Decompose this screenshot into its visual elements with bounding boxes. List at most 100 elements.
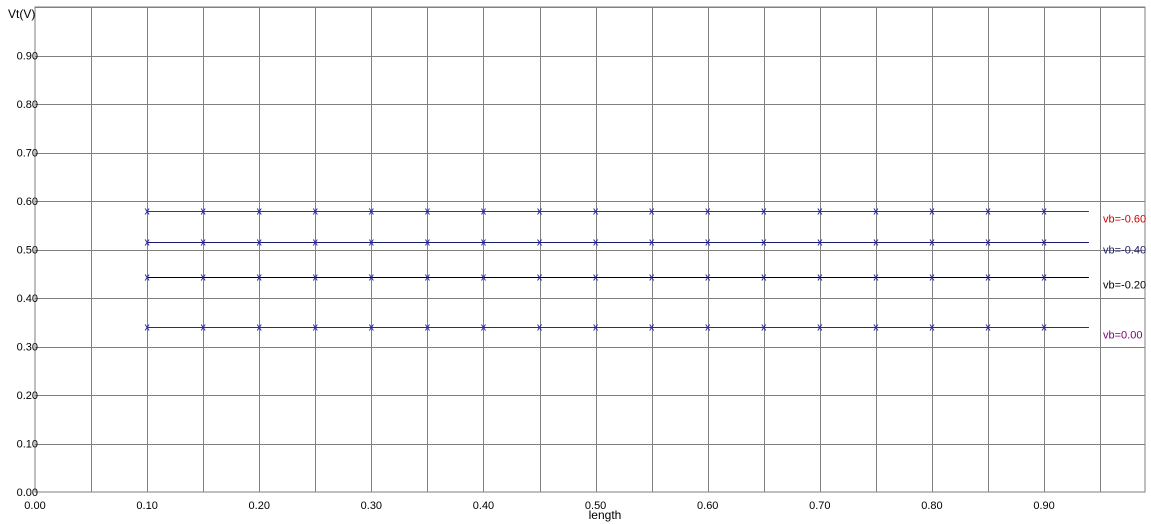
data-point-marker (537, 239, 542, 246)
data-point-marker (1041, 274, 1047, 281)
data-point-marker (200, 208, 206, 215)
data-point-marker (481, 324, 486, 331)
data-point-marker (873, 239, 879, 246)
y-tick-label: 0.60 (17, 196, 38, 208)
y-tick-label: 0.80 (17, 99, 38, 111)
data-point-marker (256, 208, 262, 215)
series-label: vb=-0.60 (1103, 214, 1146, 226)
x-axis-label: length (589, 508, 622, 522)
data-point-marker (481, 239, 486, 246)
data-point-marker (368, 274, 374, 281)
x-tick-label: 0.30 (361, 500, 382, 512)
series-vb=-0.20 (144, 274, 1089, 281)
x-tick-labels: 0.00 0.10 0.20 0.30 0.40 0.50 0.60 0.70 0.80 0.90 (24, 500, 1055, 512)
data-point-marker (649, 324, 655, 331)
data-point-marker (873, 274, 879, 281)
series-vb=0.00 (144, 324, 1089, 331)
x-tick-label: 0.70 (809, 500, 830, 512)
data-point-marker (256, 239, 262, 246)
data-point-marker (705, 208, 711, 215)
data-point-marker (817, 274, 823, 281)
y-tick-labels: 0.00 0.10 0.20 0.30 0.40 0.50 0.60 0.70 0.80 0.90 (17, 51, 38, 500)
data-point-marker (1041, 324, 1047, 331)
data-point-marker (593, 208, 599, 215)
data-point-marker (144, 239, 150, 246)
y-tick-label: 0.40 (17, 293, 38, 305)
data-point-marker (985, 239, 991, 246)
data-point-marker (593, 239, 599, 246)
data-point-marker (929, 208, 935, 215)
x-tick-label: 0.00 (24, 500, 45, 512)
data-point-marker (1041, 208, 1047, 215)
data-point-marker (649, 208, 655, 215)
data-point-marker (929, 239, 935, 246)
data-point-marker (649, 239, 655, 246)
data-point-marker (200, 274, 206, 281)
data-point-marker (985, 274, 991, 281)
x-tick-label: 0.90 (1033, 500, 1054, 512)
data-point-marker (312, 274, 318, 281)
data-point-marker (537, 324, 542, 331)
data-point-marker (144, 274, 150, 281)
x-tick-label: 0.60 (697, 500, 718, 512)
data-point-marker (705, 324, 711, 331)
data-point-marker (705, 239, 711, 246)
data-point-marker (761, 324, 767, 331)
data-point-marker (425, 324, 430, 331)
y-tick-label: 0.00 (17, 487, 38, 499)
y-axis-label: Vt(V) (8, 7, 35, 21)
data-point-marker (537, 274, 542, 281)
series-label: vb=0.00 (1103, 330, 1142, 342)
x-tick-label: 0.20 (249, 500, 270, 512)
data-point-marker (985, 208, 991, 215)
series-label: vb=-0.20 (1103, 280, 1146, 292)
data-point-marker (537, 208, 542, 215)
series-vb=-0.40 (144, 239, 1089, 246)
y-tick-label: 0.70 (17, 148, 38, 160)
series-label: vb=-0.40 (1103, 245, 1146, 257)
data-point-marker (368, 208, 374, 215)
data-point-marker (312, 324, 318, 331)
data-point-marker (649, 274, 655, 281)
x-tick-label: 0.10 (136, 500, 157, 512)
data-point-marker (481, 208, 486, 215)
data-point-marker (817, 208, 823, 215)
data-point-marker (481, 274, 486, 281)
data-point-marker (593, 324, 599, 331)
data-point-marker (929, 324, 935, 331)
plot-area (34, 6, 1146, 493)
data-point-marker (425, 274, 430, 281)
data-point-marker (1041, 239, 1047, 246)
data-point-marker (368, 239, 374, 246)
y-tick-label: 0.90 (17, 51, 38, 63)
data-point-marker (761, 239, 767, 246)
data-point-marker (985, 324, 991, 331)
x-tick-label: 0.50 (585, 500, 606, 512)
data-point-marker (817, 239, 823, 246)
data-point-marker (312, 208, 318, 215)
data-point-marker (705, 274, 711, 281)
data-point-marker (425, 208, 430, 215)
data-point-marker (200, 324, 206, 331)
series-vb=-0.60 (144, 208, 1089, 215)
data-point-marker (593, 274, 599, 281)
data-point-marker (144, 208, 150, 215)
y-tick-label: 0.50 (17, 245, 38, 257)
data-point-marker (312, 239, 318, 246)
data-point-marker (256, 274, 262, 281)
y-tick-label: 0.20 (17, 390, 38, 402)
data-point-marker (368, 324, 374, 331)
series-lines (144, 208, 1089, 331)
data-point-marker (144, 324, 150, 331)
data-point-marker (256, 324, 262, 331)
data-point-marker (425, 239, 430, 246)
data-point-marker (200, 239, 206, 246)
x-tick-label: 0.40 (473, 500, 494, 512)
data-point-marker (929, 274, 935, 281)
y-tick-label: 0.30 (17, 342, 38, 354)
grid (35, 7, 1145, 492)
y-tick-label: 0.10 (17, 439, 38, 451)
data-point-marker (761, 274, 767, 281)
data-point-marker (873, 208, 879, 215)
